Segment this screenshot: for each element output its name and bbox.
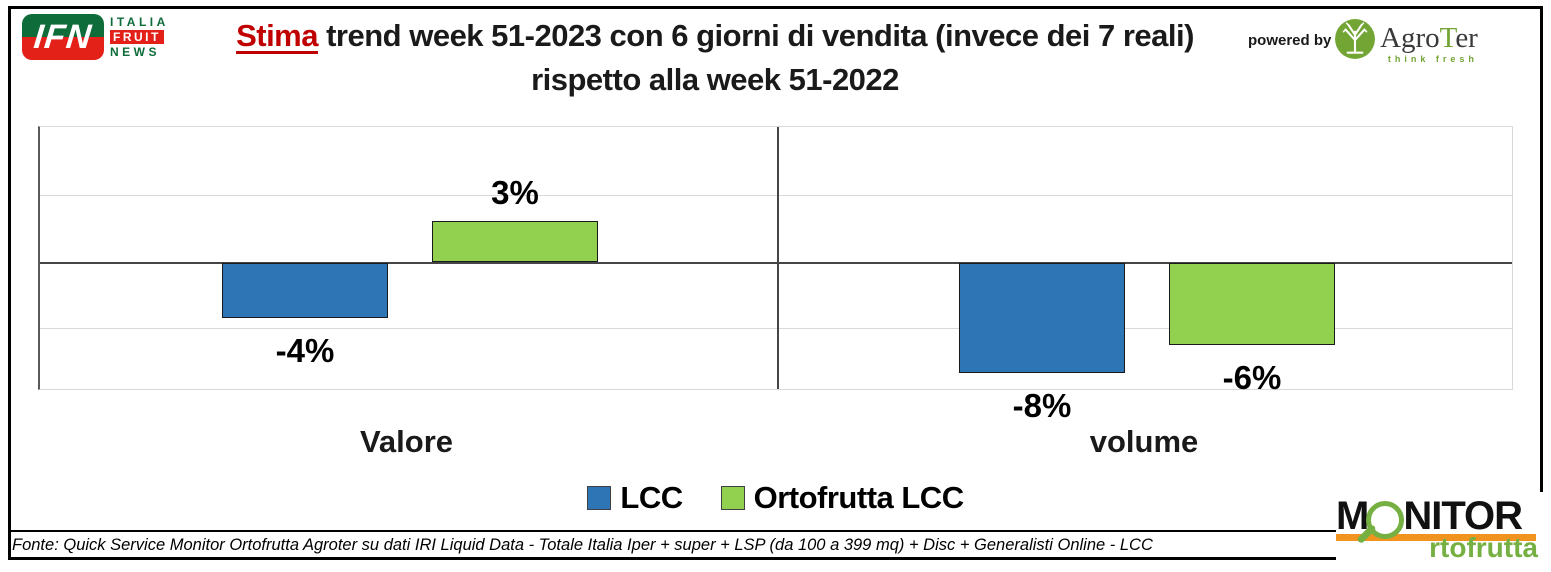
category-label-volume: volume [1089,424,1199,459]
bar-value-label: 3% [491,174,539,211]
monitor-orange-bar [1336,534,1536,541]
agroter-name: AgroTer [1380,22,1478,54]
monitor-nitor: NITOR [1403,494,1523,538]
zero-axis-line [40,262,1512,264]
magnifier-icon [1356,500,1405,544]
bar-ortofrutta-lcc-volume [1169,263,1335,345]
monitor-ortofrutta-logo: M NITOR rtofrutta [1336,492,1544,568]
bar-lcc-volume [959,263,1125,373]
bar-chart-plot-area: -4% -8% 3% -6% [38,126,1513,424]
monitor-wordmark: M NITOR [1336,494,1523,544]
ifn-fruit-label: FRUIT [110,30,164,44]
agroter-tagline: think fresh [1387,54,1478,64]
ifn-badge-icon: IFN [22,14,104,60]
agroter-logo: AgroTer think fresh [1334,18,1478,65]
agroter-tree-icon [1334,18,1376,65]
legend-swatch-icon [587,486,612,510]
ifn-acronym: IFN [32,17,94,56]
ifn-badge-red-half [22,37,104,60]
bar-lcc-valore [222,263,388,318]
agroter-wordmark: AgroTer think fresh [1380,22,1478,65]
page-title: Stima trend week 51-2023 con 6 giorni di… [190,14,1240,102]
bar-value-label: -6% [1222,359,1282,396]
title-rest: trend week 51-2023 con 6 giorni di vendi… [317,18,1194,53]
agroter-name-er: er [1455,22,1478,54]
gridline-minus5 [40,328,1512,329]
ifn-wordmark: ITALIA FRUIT NEWS [110,15,169,59]
monitor-sub-wordmark: rtofrutta [1429,532,1538,563]
source-note: Fonte: Quick Service Monitor Ortofrutta … [12,536,1153,554]
footer-separator-line [8,530,1543,532]
ifn-news-label: NEWS [110,45,160,59]
title-line1: Stima trend week 51-2023 con 6 giorni di… [190,14,1240,58]
agroter-name-agro: Agro [1380,22,1440,54]
agroter-name-t: T [1439,22,1456,54]
legend-swatch-icon [720,486,745,510]
ifn-badge-green-half [22,14,104,37]
bar-value-label: -8% [1012,387,1072,424]
ifn-italia-label: ITALIA [110,15,169,29]
title-line2: rispetto alla week 51-2022 [531,62,899,97]
legend-label: LCC [620,480,683,515]
chart-legend: LCC Ortofrutta LCC [0,480,1551,516]
gridline-plus5 [40,195,1512,196]
ifn-logo: IFN ITALIA FRUIT NEWS [22,14,169,60]
category-label-valore: Valore [359,424,454,459]
panel-divider-line [777,127,779,389]
powered-by-label: powered by [1248,32,1332,49]
legend-label: Ortofrutta LCC [753,480,964,515]
title-highlight: Stima [236,18,318,53]
bar-value-label: -4% [275,332,335,369]
legend-item-lcc: LCC [587,480,683,516]
legend-item-ortofrutta-lcc: Ortofrutta LCC [720,480,964,516]
bar-ortofrutta-lcc-valore [432,221,598,262]
